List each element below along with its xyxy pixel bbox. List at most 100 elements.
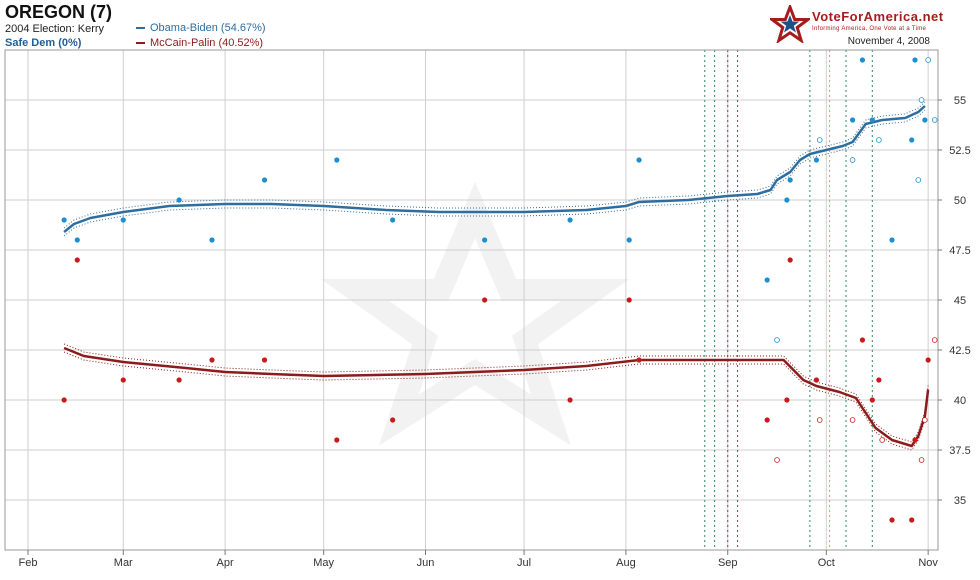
legend-mccain-swatch xyxy=(136,42,145,45)
poll-point-hollow xyxy=(922,417,928,423)
trend-bands xyxy=(63,101,929,451)
poll-point-hollow xyxy=(816,137,823,143)
poll-point-hollow xyxy=(931,117,938,123)
y-tick-label: 40 xyxy=(954,395,966,407)
grid xyxy=(5,50,938,550)
event-markers xyxy=(704,50,873,550)
page-title: OREGON (7) xyxy=(5,2,113,22)
poll-point xyxy=(626,297,632,303)
legend-mccain-label: McCain-Palin (40.52%) xyxy=(150,37,264,49)
date-label: November 4, 2008 xyxy=(847,36,930,47)
poll-point xyxy=(636,357,642,363)
poll-point xyxy=(813,377,820,383)
poll-point xyxy=(925,357,931,363)
y-tick-label: 42.5 xyxy=(949,345,970,357)
poll-point-hollow xyxy=(816,417,823,423)
poll-point xyxy=(912,437,918,443)
poll-point-hollow xyxy=(925,57,931,63)
poll-point xyxy=(764,277,770,283)
poll-point-hollow xyxy=(879,437,885,443)
poll-point xyxy=(909,517,915,523)
poll-point xyxy=(120,377,126,383)
x-tick-label: Apr xyxy=(217,557,234,569)
status-label: Safe Dem (0%) xyxy=(5,37,82,49)
x-tick-label: May xyxy=(313,557,334,569)
poll-point-hollow xyxy=(918,457,925,463)
y-tick-label: 55 xyxy=(954,95,966,107)
poll-point xyxy=(482,297,488,303)
y-tick-label: 35 xyxy=(954,495,966,507)
poll-point-hollow xyxy=(915,177,922,183)
legend-obama: Obama-Biden (54.67%) xyxy=(136,22,266,34)
legend-obama-swatch xyxy=(136,27,145,30)
poll-point xyxy=(261,177,268,183)
trend-band-lower xyxy=(63,351,929,451)
poll-point xyxy=(876,377,882,383)
poll-point xyxy=(912,57,918,63)
poll-point xyxy=(787,177,793,183)
trend-line-mccain xyxy=(63,346,930,448)
y-tick-label: 45 xyxy=(954,295,966,307)
poll-point xyxy=(869,397,875,403)
x-tick-label: Oct xyxy=(818,557,835,569)
logo-tagline: Informing America, One Vote at a Time xyxy=(812,26,927,32)
poll-point xyxy=(764,417,770,423)
poll-point xyxy=(209,357,215,363)
poll-point xyxy=(813,157,820,163)
trend-band-upper xyxy=(63,101,926,229)
poll-point xyxy=(482,237,488,243)
poll-point xyxy=(626,237,632,243)
star-logo-icon xyxy=(767,2,813,45)
poll-point xyxy=(567,397,573,403)
poll-point xyxy=(334,437,340,443)
poll-point xyxy=(176,197,182,203)
poll-point-hollow xyxy=(918,97,925,103)
poll-point xyxy=(567,217,573,223)
poll-point xyxy=(74,237,80,243)
y-tick-label: 47.5 xyxy=(949,245,970,257)
poll-point xyxy=(889,237,895,243)
poll-point xyxy=(787,257,793,263)
x-tick-label: Jun xyxy=(417,557,435,569)
legend-obama-label: Obama-Biden (54.67%) xyxy=(150,22,266,34)
x-tick-label: Jul xyxy=(517,557,531,569)
poll-point xyxy=(176,377,182,383)
poll-point-hollow xyxy=(774,457,780,463)
y-tick-label: 37.5 xyxy=(949,445,970,457)
poll-point xyxy=(120,217,126,223)
x-tick-label: Sep xyxy=(718,557,738,569)
poll-point xyxy=(61,217,67,223)
x-tick-label: Nov xyxy=(918,557,938,569)
poll-point xyxy=(922,117,928,123)
y-tick-label: 52.5 xyxy=(949,145,970,157)
poll-point xyxy=(909,137,915,143)
poll-point xyxy=(74,257,80,263)
chart-header: OREGON (7) 2004 Election: Kerry Safe Dem… xyxy=(0,0,980,50)
poll-point xyxy=(209,237,215,243)
poll-point xyxy=(869,117,875,123)
poll-point xyxy=(390,217,396,223)
poll-point xyxy=(849,117,856,123)
poll-point xyxy=(784,397,790,403)
poll-point-hollow xyxy=(849,417,856,423)
star-watermark-icon xyxy=(320,181,630,446)
trend-lines xyxy=(63,105,930,448)
trend-band-lower xyxy=(63,109,926,237)
trend-line-obama xyxy=(63,105,926,233)
x-tick-label: Aug xyxy=(616,557,636,569)
poll-point xyxy=(261,357,268,363)
poll-point xyxy=(859,57,866,63)
legend-mccain: McCain-Palin (40.52%) xyxy=(136,37,263,49)
axes: Feb Mar Apr May Jun Jul Aug Sep Oct Nov 35 37.5 40 42… xyxy=(4,49,971,569)
poll-point xyxy=(636,157,642,163)
y-tick-label: 50 xyxy=(954,195,966,207)
poll-point xyxy=(859,337,866,343)
poll-point-hollow xyxy=(931,337,938,343)
x-tick-label: Feb xyxy=(19,557,38,569)
poll-point-hollow xyxy=(774,337,780,343)
poll-point xyxy=(784,197,790,203)
election-2004-label: 2004 Election: Kerry xyxy=(5,23,105,35)
poll-point-hollow xyxy=(849,157,856,163)
poll-points xyxy=(61,57,938,523)
